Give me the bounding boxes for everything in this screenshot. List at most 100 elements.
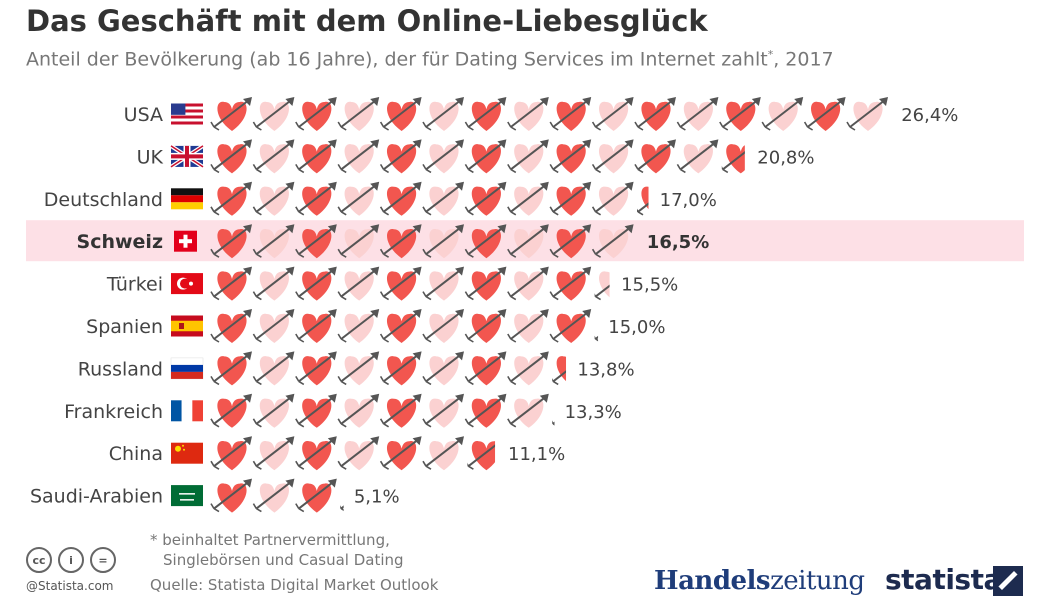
heart-mark	[295, 181, 337, 216]
heart-mark	[549, 309, 592, 343]
chart-row: Türkei 15,5%	[106, 266, 678, 301]
subtitle-year: , 2017	[773, 48, 834, 71]
heart-mark	[549, 181, 592, 216]
heart-mark	[252, 97, 295, 131]
value-label: 16,5%	[647, 232, 709, 253]
heart-mark	[337, 224, 380, 259]
category-label: USA	[124, 104, 163, 126]
statista-logo-mark	[993, 566, 1023, 596]
heart-mark	[422, 224, 464, 259]
chart-row: Schweiz 16,5%	[26, 220, 1024, 262]
heart-mark	[295, 436, 337, 471]
heart-mark	[379, 97, 422, 131]
heart-mark	[676, 97, 719, 131]
heart-mark	[552, 420, 555, 426]
handelszeitung-logo[interactable]: Handelszeitung	[654, 566, 865, 596]
heart-mark	[210, 139, 252, 174]
heart-mark	[549, 139, 592, 174]
chart-subtitle: Anteil der Bevölkerung (ab 16 Jahre), de…	[26, 48, 834, 70]
heart-mark	[295, 309, 337, 343]
heart-mark	[295, 393, 337, 428]
statista-logo[interactable]: statista	[885, 563, 1002, 596]
statista-credit[interactable]: @Statista.com	[26, 579, 114, 593]
heart-mark	[803, 97, 846, 131]
heart-mark	[379, 393, 422, 428]
france-flag	[171, 400, 203, 422]
heart-mark	[637, 186, 649, 216]
value-label: 13,3%	[565, 402, 622, 423]
nd-icon[interactable]: =	[90, 547, 116, 573]
heart-mark	[422, 97, 464, 131]
heart-mark	[507, 266, 549, 301]
heart-mark	[210, 224, 252, 259]
heart-mark	[591, 97, 634, 131]
heart-mark	[552, 356, 567, 386]
russia-flag	[170, 357, 204, 380]
heart-mark	[507, 309, 549, 343]
switzerland-flag	[174, 230, 197, 252]
heart-mark	[379, 266, 422, 301]
subtitle-footnote-marker: *	[767, 48, 774, 61]
heart-mark	[507, 393, 549, 428]
category-label: Russland	[78, 358, 163, 380]
us-flag	[171, 103, 203, 125]
value-label: 15,5%	[621, 275, 678, 296]
heart-mark	[379, 224, 422, 259]
heart-mark	[337, 139, 380, 174]
category-label: Türkei	[106, 274, 163, 296]
turkey-flag	[171, 273, 203, 295]
cc-icon[interactable]: cc	[26, 547, 52, 573]
heart-mark	[719, 97, 761, 131]
heart-mark	[507, 351, 549, 386]
heart-mark	[464, 224, 507, 259]
heart-mark	[464, 97, 507, 131]
chart-row: USA 26,4%	[124, 97, 958, 131]
heart-mark	[337, 436, 380, 471]
handelszeitung-logo-part-2: zeitung	[770, 566, 865, 596]
heart-mark	[210, 393, 252, 428]
chart-title: Das Geschäft mit dem Online-Liebesglück	[26, 4, 708, 38]
heart-mark	[252, 351, 295, 386]
footnote-line-2: Singlebörsen und Casual Dating	[163, 551, 404, 569]
heart-mark	[507, 97, 549, 131]
value-label: 11,1%	[508, 444, 565, 465]
heart-mark	[337, 97, 380, 131]
heart-mark	[422, 181, 464, 216]
category-label: Schweiz	[77, 231, 163, 253]
heart-mark	[422, 351, 464, 386]
heart-mark	[464, 309, 507, 343]
heart-mark	[295, 351, 337, 386]
category-label: Deutschland	[44, 189, 163, 211]
category-label: UK	[137, 146, 164, 168]
heart-mark	[634, 139, 676, 174]
chart-row: Spanien 15,0%	[86, 309, 665, 343]
heart-mark	[379, 309, 422, 343]
heart-mark	[210, 436, 252, 471]
chart-row: Deutschland 17,0%	[44, 181, 717, 216]
heart-mark	[295, 224, 337, 259]
heart-mark	[634, 97, 676, 131]
heart-mark	[295, 478, 337, 513]
footnote: * beinhaltet Partnervermittlung, Singleb…	[150, 530, 404, 570]
heart-mark	[337, 351, 380, 386]
heart-mark	[464, 266, 507, 301]
value-label: 13,8%	[577, 359, 634, 380]
heart-mark	[422, 309, 464, 343]
heart-mark	[210, 351, 252, 386]
heart-mark	[591, 139, 634, 174]
heart-mark	[422, 139, 464, 174]
footnote-line-1: * beinhaltet Partnervermittlung,	[150, 531, 390, 549]
heart-mark	[210, 309, 252, 343]
heart-mark	[507, 139, 549, 174]
heart-mark	[422, 393, 464, 428]
value-label: 26,4%	[901, 105, 958, 126]
heart-mark	[379, 139, 422, 174]
heart-mark	[721, 144, 745, 174]
by-icon[interactable]: i	[58, 547, 84, 573]
heart-mark	[594, 335, 599, 342]
value-label: 20,8%	[757, 147, 814, 168]
chart-row: Saudi-Arabien 5,1%	[30, 478, 400, 513]
heart-mark	[340, 505, 344, 512]
chart-row: China 11,1%	[109, 436, 565, 471]
